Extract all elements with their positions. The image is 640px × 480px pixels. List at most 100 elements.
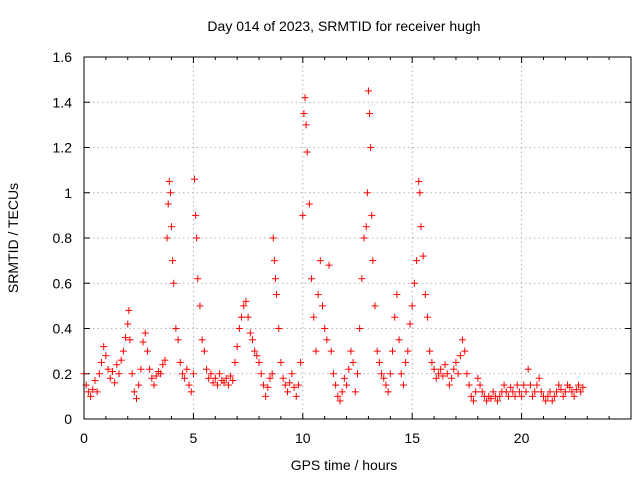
data-point xyxy=(286,379,294,387)
data-point xyxy=(87,392,95,400)
data-point xyxy=(209,379,217,387)
data-point xyxy=(168,223,176,231)
data-point xyxy=(329,370,337,378)
y-tick-label: 0.4 xyxy=(53,321,73,337)
data-point xyxy=(356,325,364,332)
data-point xyxy=(170,279,178,287)
data-point xyxy=(100,343,108,351)
data-point xyxy=(104,365,112,373)
data-point xyxy=(325,261,333,269)
data-point xyxy=(185,381,193,389)
data-point xyxy=(323,336,331,344)
data-point xyxy=(196,302,204,310)
data-point xyxy=(559,392,567,400)
data-point xyxy=(300,110,308,118)
data-point xyxy=(426,347,434,355)
data-point xyxy=(251,347,259,355)
data-point xyxy=(126,336,134,344)
data-point xyxy=(257,370,265,378)
data-point xyxy=(535,374,543,382)
data-point xyxy=(273,291,281,299)
data-point xyxy=(362,223,370,231)
data-point xyxy=(533,381,541,389)
data-point xyxy=(117,356,125,364)
data-point xyxy=(229,377,237,385)
data-point xyxy=(119,347,127,355)
data-point xyxy=(292,392,300,400)
data-point xyxy=(579,383,587,391)
data-point xyxy=(216,370,224,378)
data-point xyxy=(428,358,436,366)
y-tick-label: 1 xyxy=(64,185,72,201)
data-point xyxy=(550,392,558,400)
data-point xyxy=(434,370,442,378)
data-point xyxy=(297,358,305,366)
data-point xyxy=(542,397,550,405)
data-point xyxy=(146,365,154,373)
data-point xyxy=(270,257,278,265)
data-point xyxy=(238,313,246,321)
data-point xyxy=(415,177,423,185)
data-point xyxy=(406,320,414,328)
data-point xyxy=(161,356,169,364)
data-point xyxy=(194,275,202,283)
data-point xyxy=(504,392,512,400)
data-point xyxy=(111,379,119,387)
data-point xyxy=(124,320,132,328)
data-point xyxy=(546,388,554,396)
data-point xyxy=(240,302,248,310)
data-point xyxy=(494,397,502,405)
data-point xyxy=(393,291,401,299)
data-point xyxy=(454,370,462,378)
data-point xyxy=(318,302,326,310)
data-point xyxy=(548,397,556,405)
data-point xyxy=(340,374,348,382)
data-point xyxy=(354,370,361,378)
data-point xyxy=(163,234,171,242)
data-point xyxy=(430,365,438,373)
data-point xyxy=(255,358,263,366)
data-point xyxy=(524,365,532,373)
data-point xyxy=(98,358,106,366)
data-point xyxy=(526,381,534,389)
data-point xyxy=(349,358,357,366)
y-axis-label: SRMTID / TECUs xyxy=(5,183,21,293)
data-point xyxy=(277,358,285,366)
data-point xyxy=(176,358,184,366)
data-point xyxy=(193,234,201,242)
data-point xyxy=(360,234,368,242)
data-point xyxy=(555,381,563,389)
data-point xyxy=(459,336,467,344)
data-point xyxy=(408,302,416,310)
data-point xyxy=(183,365,191,373)
data-point xyxy=(125,306,133,314)
data-point xyxy=(207,370,215,378)
data-point xyxy=(169,257,177,265)
data-point xyxy=(190,175,198,183)
y-tick-label: 1.4 xyxy=(53,94,73,110)
data-point xyxy=(122,334,130,342)
data-point xyxy=(371,302,379,310)
data-point xyxy=(301,94,309,102)
data-point xyxy=(529,392,537,400)
data-point xyxy=(391,313,399,321)
x-tick-label: 20 xyxy=(514,430,530,446)
x-tick-label: 10 xyxy=(295,430,311,446)
data-point xyxy=(203,365,211,373)
data-point xyxy=(456,352,464,360)
data-point xyxy=(487,395,495,403)
data-point xyxy=(159,361,167,369)
data-point xyxy=(544,392,552,400)
data-point xyxy=(275,325,283,332)
data-point xyxy=(358,275,366,283)
data-point xyxy=(220,379,228,387)
data-point xyxy=(345,365,353,373)
data-point xyxy=(496,392,504,400)
data-point xyxy=(164,200,172,208)
data-points xyxy=(80,87,587,405)
data-point xyxy=(332,381,340,389)
data-point xyxy=(137,365,145,373)
data-point xyxy=(133,395,141,403)
data-point xyxy=(93,388,101,396)
data-point xyxy=(269,234,277,242)
